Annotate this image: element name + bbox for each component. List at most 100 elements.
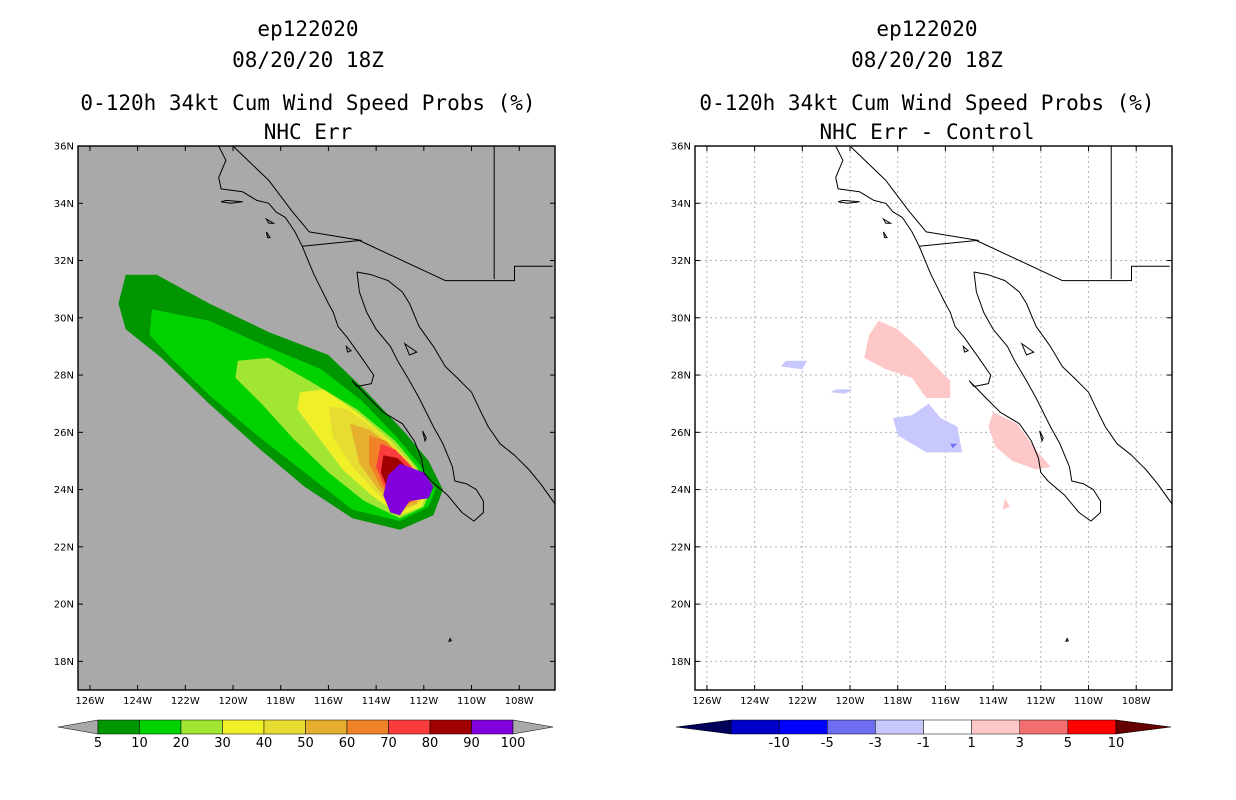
probability-panel: ep122020 08/20/20 18Z 0-120h 34kt Cum Wi…	[54, 17, 556, 751]
island	[265, 231, 271, 239]
colorbar-label: 40	[256, 736, 273, 751]
colorbar-swatch	[180, 719, 223, 735]
difference-region-5	[830, 389, 853, 394]
island	[1020, 342, 1035, 356]
state-border	[849, 146, 979, 241]
baja-east-coastline	[356, 271, 484, 522]
us-mexico-border	[919, 240, 1170, 282]
mainland-mexico-coastline	[973, 271, 1172, 505]
x-tick-label: 126W	[75, 696, 104, 707]
x-tick-label: 124W	[740, 696, 769, 707]
island	[422, 430, 427, 443]
california-coastline	[835, 146, 920, 247]
y-tick-label: 34N	[671, 199, 691, 210]
difference-region-6	[950, 443, 958, 449]
colorbar-label: -10	[769, 736, 790, 751]
x-axis-ticks: 126W 124W 122W 120W 118W 116W 114W 112W 110W 108W	[692, 146, 1151, 707]
x-tick-label: 116W	[931, 696, 960, 707]
difference-region-3	[893, 403, 963, 453]
x-tick-label: 112W	[1026, 696, 1055, 707]
x-tick-label: 118W	[883, 696, 912, 707]
colorbar-label: 20	[173, 736, 190, 751]
colorbar: -10 -5 -3 -1 1 3 5 10	[675, 719, 1172, 751]
y-tick-label: 22N	[671, 542, 691, 553]
contour-90	[383, 463, 434, 516]
colorbar-swatch	[471, 719, 514, 735]
y-tick-label: 24N	[54, 485, 74, 496]
island	[403, 342, 418, 356]
y-tick-label: 18N	[54, 657, 74, 668]
baja-west-coastline	[301, 246, 475, 522]
island	[1065, 637, 1070, 642]
island	[837, 199, 860, 204]
island	[962, 345, 970, 353]
panel-title-storm-id: ep122020	[257, 17, 358, 41]
colorbar-label: 70	[380, 736, 397, 751]
y-tick-label: 26N	[54, 428, 74, 439]
state-border	[232, 146, 362, 241]
colorbar-swatch	[971, 719, 1020, 735]
colorbar-swatch	[875, 719, 924, 735]
x-tick-label: 122W	[788, 696, 817, 707]
x-tick-label: 126W	[692, 696, 721, 707]
difference-region-0	[864, 320, 951, 398]
panel-title-subtitle: NHC Err - Control	[820, 120, 1035, 144]
x-tick-label: 112W	[409, 696, 438, 707]
mainland-mexico-coastline	[356, 271, 555, 505]
colorbar-label: 3	[1016, 736, 1024, 751]
colorbar: 5 10 20 30 40 50 60 70 80 90 100	[57, 719, 554, 751]
colorbar-over-arrow	[512, 719, 554, 735]
y-tick-label: 36N	[54, 142, 74, 153]
colorbar-swatch	[778, 719, 828, 735]
island	[882, 231, 888, 239]
colorbar-swatch	[305, 719, 348, 735]
island	[220, 199, 243, 204]
island	[265, 217, 276, 224]
panel-title-subtitle: NHC Err	[264, 120, 353, 144]
colorbar-under-arrow	[675, 719, 732, 735]
y-tick-label: 20N	[671, 600, 691, 611]
colorbar-label: 5	[1064, 736, 1072, 751]
x-tick-label: 108W	[1122, 696, 1151, 707]
colorbar-swatch	[97, 719, 140, 735]
coastline-map	[835, 146, 1172, 642]
x-tick-label: 120W	[219, 696, 248, 707]
y-tick-label: 20N	[54, 600, 74, 611]
y-tick-label: 18N	[671, 657, 691, 668]
panel-title-datetime: 08/20/20 18Z	[851, 48, 1003, 72]
y-tick-label: 28N	[671, 371, 691, 382]
x-tick-label: 110W	[1074, 696, 1103, 707]
colorbar-swatch	[730, 719, 780, 735]
y-tick-label: 34N	[54, 199, 74, 210]
x-tick-label: 122W	[171, 696, 200, 707]
colorbar-label: 10	[131, 736, 148, 751]
colorbar-swatch	[139, 719, 182, 735]
plot-frame	[694, 145, 1173, 691]
us-mexico-border	[302, 240, 553, 282]
colorbar-label: -3	[869, 736, 882, 751]
x-tick-label: 114W	[362, 696, 391, 707]
x-tick-label: 120W	[836, 696, 865, 707]
island	[448, 637, 453, 642]
coastline-map	[218, 146, 555, 642]
difference-region-2	[1002, 498, 1010, 510]
x-tick-label: 124W	[123, 696, 152, 707]
difference-region-1	[988, 412, 1051, 470]
y-tick-label: 32N	[671, 256, 691, 267]
colorbar-label: 90	[463, 736, 480, 751]
colorbar-label: 50	[297, 736, 314, 751]
x-tick-label: 110W	[457, 696, 486, 707]
colorbar-swatch	[1067, 719, 1117, 735]
colorbar-swatch	[827, 719, 876, 735]
california-coastline	[218, 146, 303, 247]
y-tick-label: 32N	[54, 256, 74, 267]
difference-region-4	[780, 360, 808, 370]
panel-title-product: 0-120h 34kt Cum Wind Speed Probs (%)	[699, 91, 1154, 115]
x-tick-label: 116W	[314, 696, 343, 707]
island	[345, 345, 353, 353]
colorbar-label: 30	[214, 736, 231, 751]
colorbar-swatch	[346, 719, 389, 735]
colorbar-swatch	[222, 719, 265, 735]
y-tick-label: 30N	[671, 313, 691, 324]
